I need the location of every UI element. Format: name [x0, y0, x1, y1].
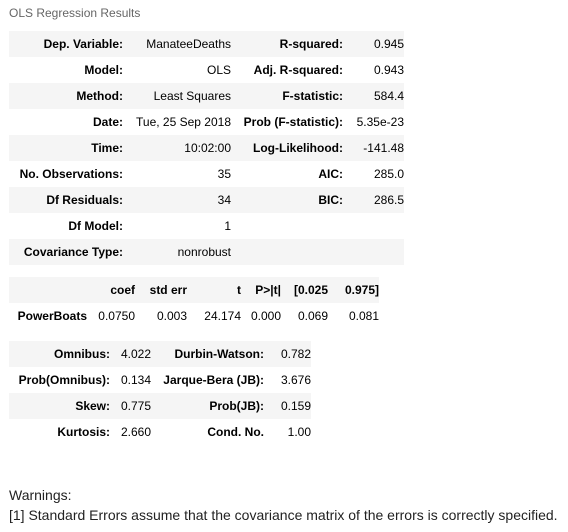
summary-label: Covariance Type:	[9, 239, 123, 265]
diag-label: Kurtosis:	[57, 425, 110, 439]
summary-stat-value: 286.5	[343, 187, 404, 213]
summary-stat-label: BIC:	[231, 187, 343, 213]
summary-row: No. Observations: 35 AIC: 285.0	[9, 161, 404, 187]
coef-header-cell: t	[187, 277, 241, 303]
diagnostic-row: Prob(Omnibus): 0.134 Jarque-Bera (JB): 3.67…	[9, 367, 311, 393]
coef-value: 24.174	[187, 303, 241, 329]
diag-stat-label: Durbin-Watson:	[151, 341, 264, 367]
coef-header-row: coef std err t P>|t| [0.025 0.975]	[9, 277, 379, 303]
diag-label: Skew:	[9, 393, 110, 419]
summary-stat-value: 285.0	[373, 167, 404, 181]
summary-label: Df Model:	[68, 219, 123, 233]
summary-stat-value: 0.945	[343, 31, 404, 57]
summary-stat-label	[231, 239, 343, 265]
results-caption: OLS Regression Results	[9, 6, 141, 20]
coef-header-cell: 0.975]	[328, 277, 379, 303]
summary-label: Date:	[92, 115, 123, 129]
diag-stat-value: 1.00	[287, 425, 311, 439]
summary-row: Model: OLS Adj. R-squared: 0.943	[9, 57, 404, 83]
summary-value: 34	[123, 187, 231, 213]
summary-label: Model:	[84, 63, 123, 77]
diag-stat-value: 0.159	[264, 393, 311, 419]
diag-stat-value: 3.676	[280, 373, 311, 387]
summary-row: Df Residuals: 34 BIC: 286.5	[9, 187, 404, 213]
summary-stat-value: 584.4	[343, 83, 404, 109]
diag-value: 4.022	[110, 341, 151, 367]
summary-stat-label: F-statistic:	[231, 83, 343, 109]
coef-row: PowerBoats 0.0750 0.003 24.174 0.000 0.069 0.0…	[9, 303, 379, 329]
summary-row: Date: Tue, 25 Sep 2018 Prob (F-statistic):…	[9, 109, 404, 135]
warnings-title: Warnings:	[9, 487, 72, 503]
coef-header-cell: std err	[135, 277, 187, 303]
coefficients-table: coef std err t P>|t| [0.025 0.975] PowerBoats 0…	[9, 277, 379, 329]
diag-stat-value: 0.782	[264, 341, 311, 367]
warning-line: [1] Standard Errors assume that the cova…	[9, 507, 558, 523]
diag-stat-label: Prob(JB):	[151, 393, 264, 419]
summary-label: Df Residuals:	[9, 187, 123, 213]
summary-value: Tue, 25 Sep 2018	[136, 115, 231, 129]
summary-stat-label: R-squared:	[231, 31, 343, 57]
coef-value: 0.003	[135, 303, 187, 329]
summary-row: Df Model: 1	[9, 213, 404, 239]
coef-value: 0.069	[281, 303, 328, 329]
summary-stat-label: Prob (F-statistic):	[243, 115, 343, 129]
summary-value: ManateeDeaths	[123, 31, 231, 57]
diag-value: 0.134	[120, 373, 151, 387]
summary-value: nonrobust	[123, 239, 231, 265]
summary-stat-value: 5.35e-23	[356, 115, 404, 129]
summary-row: Covariance Type: nonrobust	[9, 239, 404, 265]
summary-stat-label: Log-Likelihood:	[231, 135, 343, 161]
summary-stat-label: AIC:	[318, 167, 343, 181]
summary-label: No. Observations:	[19, 167, 123, 181]
coef-value: 0.0750	[87, 303, 135, 329]
diag-label: Omnibus:	[9, 341, 110, 367]
summary-value: OLS	[206, 63, 231, 77]
diag-value: 0.775	[110, 393, 151, 419]
summary-row: Method: Least Squares F-statistic: 584.4	[9, 83, 404, 109]
summary-label: Dep. Variable:	[9, 31, 123, 57]
diag-label: Prob(Omnibus):	[18, 373, 110, 387]
summary-stat-label: Adj. R-squared:	[253, 63, 343, 77]
diagnostic-row: Skew: 0.775 Prob(JB): 0.159	[9, 393, 311, 419]
coef-value: 0.081	[328, 303, 379, 329]
diagnostics-table: Omnibus: 4.022 Durbin-Watson: 0.782 Prob(Omn…	[9, 341, 311, 445]
summary-value: 35	[217, 167, 231, 181]
coef-header-cell: P>|t|	[241, 277, 281, 303]
summary-stat-value	[343, 239, 404, 265]
coef-value: 0.000	[241, 303, 281, 329]
summary-stat-value	[343, 213, 404, 239]
summary-value: Least Squares	[123, 83, 231, 109]
model-summary-table: Dep. Variable: ManateeDeaths R-squared: 0.9…	[9, 31, 404, 265]
diag-stat-label: Cond. No.	[207, 425, 264, 439]
diag-stat-label: Jarque-Bera (JB):	[163, 373, 264, 387]
summary-row: Dep. Variable: ManateeDeaths R-squared: 0.9…	[9, 31, 404, 57]
coef-header-cell	[9, 277, 87, 303]
diagnostic-row: Kurtosis: 2.660 Cond. No. 1.00	[9, 419, 311, 445]
coef-header-cell: coef	[87, 277, 135, 303]
coef-header-cell: [0.025	[281, 277, 328, 303]
diag-value: 2.660	[120, 425, 151, 439]
summary-value: 1	[224, 219, 231, 233]
coef-variable: PowerBoats	[9, 303, 87, 329]
summary-row: Time: 10:02:00 Log-Likelihood: -141.48	[9, 135, 404, 161]
summary-value: 10:02:00	[123, 135, 231, 161]
summary-label: Time:	[9, 135, 123, 161]
summary-stat-label	[231, 213, 343, 239]
summary-label: Method:	[9, 83, 123, 109]
diagnostic-row: Omnibus: 4.022 Durbin-Watson: 0.782	[9, 341, 311, 367]
summary-stat-value: -141.48	[343, 135, 404, 161]
summary-stat-value: 0.943	[373, 63, 404, 77]
